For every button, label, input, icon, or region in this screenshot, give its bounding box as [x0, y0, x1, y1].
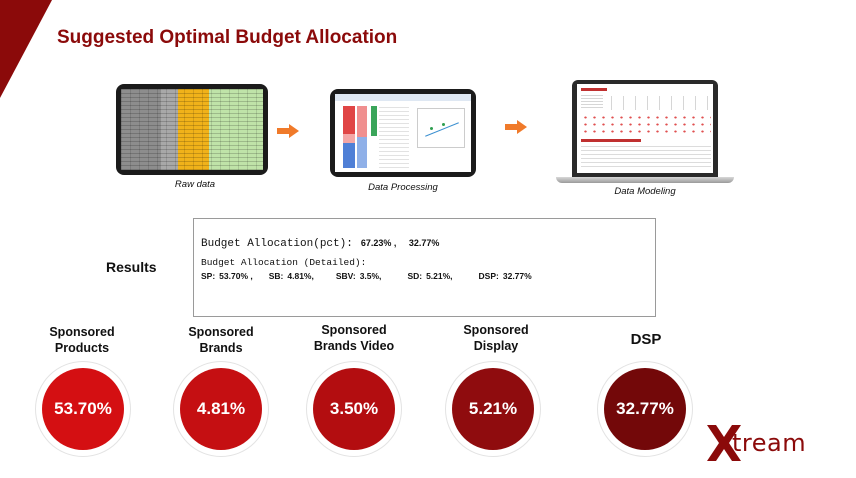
- detail-key-sd: SD:: [407, 271, 423, 281]
- x-mark-icon: [707, 425, 741, 461]
- metric-circle-ring: 53.70%: [35, 361, 131, 457]
- metric-circle: 3.50%: [313, 368, 395, 450]
- metric-circle-ring: 32.77%: [597, 361, 693, 457]
- metric-label-line2: Products: [54, 341, 110, 355]
- metric-value: 3.50%: [329, 399, 379, 418]
- metric-circle: 4.81%: [180, 368, 262, 450]
- data-processing-caption: Data Processing: [368, 182, 438, 193]
- metric-value: 32.77%: [616, 399, 674, 418]
- metric-circle: 53.70%: [42, 368, 124, 450]
- metric-label-line1: Sponsored: [49, 325, 115, 339]
- metric-label: Sponsored Brands: [156, 324, 286, 356]
- detail-value-sd: 5.21%,: [426, 271, 453, 281]
- xtream-logo: tream: [707, 423, 827, 463]
- metric-label: Sponsored Products: [17, 324, 147, 356]
- budget-pct-label: Budget Allocation(pct):: [201, 238, 353, 250]
- metric-circle-ring: 4.81%: [173, 361, 269, 457]
- data-processing-tablet: [330, 89, 476, 177]
- raw-data-caption: Raw data: [174, 179, 216, 190]
- budget-pct-values: 67.23% , 32.77%: [360, 238, 440, 248]
- metric-value: 5.21%: [468, 399, 518, 418]
- budget-detailed-label: Budget Allocation (Detailed):: [201, 257, 367, 268]
- metric-label-line1: Sponsored: [188, 325, 254, 339]
- metric-label: DSP: [581, 332, 711, 348]
- arrow-right-icon: [277, 124, 299, 138]
- metric-label-line2: Display: [473, 339, 519, 353]
- metric-circle-ring: 3.50%: [306, 361, 402, 457]
- raw-data-tablet: [116, 84, 268, 175]
- metric-label-line2: Brands Video: [313, 339, 395, 353]
- detail-value-sbv: 3.5%,: [359, 271, 382, 281]
- detail-key-sb: SB:: [268, 271, 284, 281]
- corner-decoration: [0, 0, 52, 98]
- data-modeling-caption: Data Modeling: [614, 186, 676, 197]
- logo-text: tream: [732, 429, 807, 457]
- data-processing-screen-image: [335, 94, 471, 172]
- detail-value-sb: 4.81%,: [287, 271, 314, 281]
- metric-label-line1: DSP: [630, 331, 662, 348]
- metric-label-line1: Sponsored: [463, 323, 529, 337]
- arrow-right-icon: [505, 120, 527, 134]
- budget-detailed-line: SP: 53.70% , SB: 4.81%, SBV: 3.5%, SD: 5…: [201, 271, 532, 281]
- page-title: Suggested Optimal Budget Allocation: [57, 27, 398, 48]
- detail-key-sbv: SBV:: [335, 271, 356, 281]
- metric-value: 53.70%: [54, 399, 112, 418]
- metric-label-line1: Sponsored: [321, 323, 387, 337]
- metric-circle: 5.21%: [452, 368, 534, 450]
- metric-label: Sponsored Brands Video: [289, 322, 419, 354]
- metric-label-line2: Brands: [199, 341, 243, 355]
- detail-value-dsp: 32.77%: [502, 271, 532, 281]
- laptop-base: [556, 177, 734, 183]
- raw-data-spreadsheet-image: [121, 89, 263, 170]
- data-modeling-laptop: [572, 80, 718, 177]
- results-output-box: Budget Allocation(pct): 67.23% , 32.77% B…: [193, 218, 656, 317]
- metric-label: Sponsored Display: [431, 322, 561, 354]
- detail-key-dsp: DSP:: [478, 271, 499, 281]
- budget-pct-line: Budget Allocation(pct): 67.23% , 32.77%: [201, 237, 439, 250]
- metric-value: 4.81%: [196, 399, 246, 418]
- detail-value-sp: 53.70% ,: [219, 271, 253, 281]
- detail-key-sp: SP:: [201, 271, 216, 281]
- metric-circle-ring: 5.21%: [445, 361, 541, 457]
- results-label: Results: [106, 259, 157, 275]
- data-modeling-screen-image: [577, 84, 713, 173]
- metric-circle: 32.77%: [604, 368, 686, 450]
